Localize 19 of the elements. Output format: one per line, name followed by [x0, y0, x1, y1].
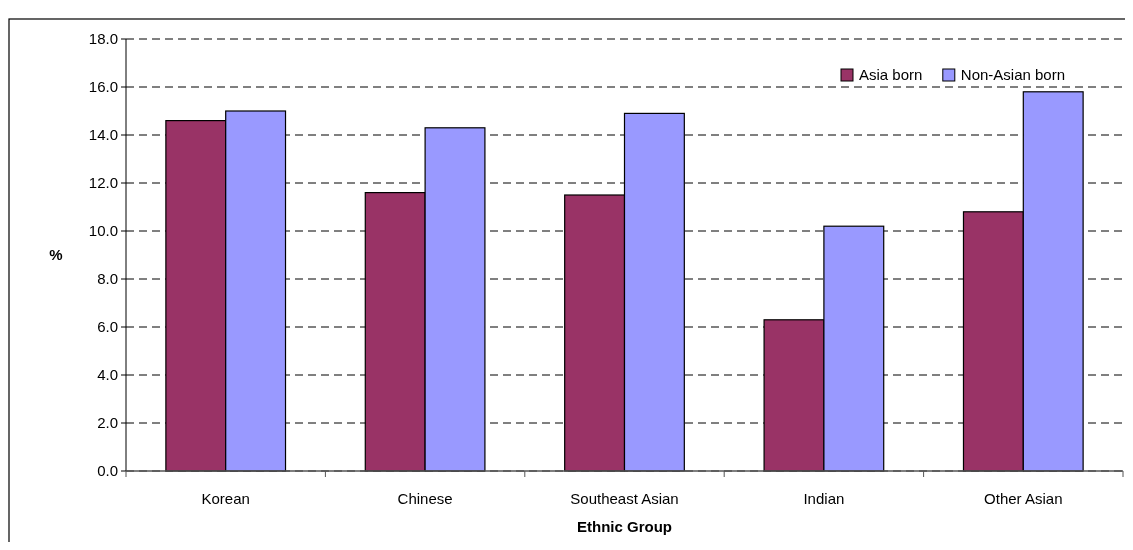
x-tick-label: Korean [201, 490, 250, 507]
x-tick-label: Indian [803, 490, 845, 507]
y-tick-label: 16.0 [88, 78, 118, 96]
y-tick-label: 14.0 [88, 126, 118, 144]
y-tick-label: 12.0 [88, 174, 118, 192]
y-tick-label: 0.0 [97, 462, 118, 480]
x-tick-label: Southeast Asian [570, 490, 679, 507]
y-tick-label: 4.0 [97, 366, 118, 384]
x-tick-label: Other Asian [984, 490, 1063, 507]
legend-label: Non-Asian born [960, 66, 1066, 84]
y-tick-label: 18.0 [88, 30, 118, 48]
y-tick-label: 8.0 [97, 270, 118, 288]
y-tick-label: 10.0 [88, 222, 118, 240]
y-tick-label: 6.0 [97, 318, 118, 336]
y-tick-label: 2.0 [97, 414, 118, 432]
y-axis-title: % [49, 246, 63, 264]
x-tick-label: Chinese [397, 490, 453, 507]
x-axis-title: Ethnic Group [577, 518, 672, 535]
legend-label: Asia born [859, 66, 923, 84]
